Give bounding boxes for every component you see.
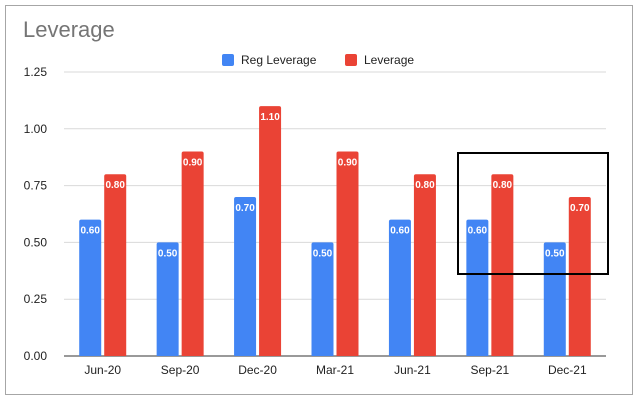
bar — [336, 151, 359, 356]
data-label: 0.60 — [468, 226, 488, 237]
bar — [104, 174, 127, 356]
bar — [466, 219, 489, 356]
legend-swatch — [222, 54, 234, 66]
legend-label: Leverage — [364, 53, 414, 67]
gridlines — [64, 71, 606, 357]
highlight-box — [457, 152, 609, 275]
data-label: 0.80 — [105, 180, 125, 191]
x-tick-label: Jun-20 — [84, 363, 121, 377]
y-axis: 0.00 0.25 0.50 0.75 1.00 1.25 — [24, 65, 48, 363]
legend: Reg Leverage Leverage — [222, 53, 414, 67]
y-tick-label: 1.00 — [24, 122, 48, 136]
data-label: 0.90 — [183, 158, 203, 169]
bar — [259, 106, 282, 356]
data-label: 0.90 — [338, 158, 358, 169]
highlight-annotation — [457, 152, 609, 275]
bar — [413, 174, 436, 356]
bar — [156, 242, 179, 356]
legend-swatch — [345, 54, 357, 66]
bar — [543, 242, 566, 356]
x-tick-label: Mar-21 — [316, 363, 354, 377]
data-label: 0.60 — [390, 226, 410, 237]
bar — [79, 219, 102, 356]
x-axis: Jun-20 Sep-20 Dec-20 Mar-21 Jun-21 Sep-21 Dec-… — [84, 363, 587, 377]
bar — [388, 219, 411, 356]
bar — [311, 242, 334, 356]
bar — [181, 151, 204, 356]
bars: 0.60 0.80 0.50 0.90 0.70 1.10 0.50 0.90 0.60 0.80… — [79, 106, 591, 356]
y-tick-label: 0.00 — [24, 349, 48, 363]
y-tick-label: 0.25 — [24, 292, 48, 306]
data-label: 1.10 — [260, 112, 280, 123]
x-tick-label: Jun-21 — [394, 363, 431, 377]
y-tick-label: 1.25 — [24, 65, 48, 79]
chart-title: Leverage — [23, 17, 115, 42]
x-tick-label: Sep-20 — [161, 363, 200, 377]
data-label: 0.80 — [493, 180, 513, 191]
x-tick-label: Dec-20 — [238, 363, 277, 377]
data-label: 0.80 — [415, 180, 435, 191]
x-tick-label: Dec-21 — [548, 363, 587, 377]
y-tick-label: 0.50 — [24, 235, 48, 249]
bar — [491, 174, 514, 356]
data-label: 0.50 — [545, 248, 565, 259]
data-label: 0.70 — [235, 203, 255, 214]
y-tick-label: 0.75 — [24, 179, 48, 193]
data-label: 0.50 — [313, 248, 333, 259]
data-label: 0.60 — [80, 226, 100, 237]
data-label: 0.70 — [570, 203, 590, 214]
bar — [234, 196, 257, 356]
legend-label: Reg Leverage — [241, 53, 317, 67]
bar — [568, 196, 591, 356]
x-tick-label: Sep-21 — [471, 363, 510, 377]
data-label: 0.50 — [158, 248, 178, 259]
